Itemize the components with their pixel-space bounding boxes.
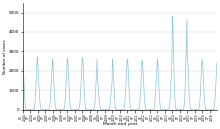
Y-axis label: Number of cases: Number of cases: [3, 39, 7, 74]
X-axis label: Month and year: Month and year: [103, 122, 137, 126]
